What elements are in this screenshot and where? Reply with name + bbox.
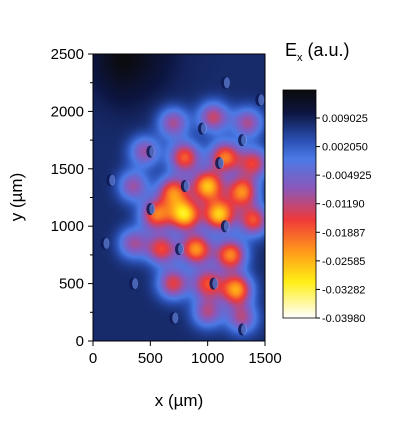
field-minimum-highlight — [178, 243, 184, 255]
heatmap-plot-area — [93, 54, 265, 341]
field-minimum-highlight — [212, 278, 219, 290]
x-axis-label: x (µm) — [155, 391, 204, 410]
field-minimum-highlight — [200, 123, 207, 135]
field-minimum-highlight — [241, 134, 248, 146]
x-axis: 0 500 1000 1500 — [89, 341, 282, 367]
colorbar-tick-label: -0.01887 — [322, 227, 365, 239]
field-minimum-highlight — [149, 203, 156, 215]
field-minimum-highlight — [241, 324, 248, 336]
colorbar-tick-label: 0.009025 — [322, 113, 368, 125]
colorbar-tick-label: -0.004925 — [322, 170, 372, 182]
y-tick-label: 1500 — [51, 161, 84, 178]
colorbar-title: Ex (a.u.) — [285, 40, 350, 64]
colorbar-tick-label: -0.01190 — [322, 199, 365, 211]
field-minimum-highlight — [218, 157, 225, 169]
colorbar-tick-label: -0.03282 — [322, 284, 365, 296]
colorbar-tick-label: -0.02585 — [322, 256, 365, 268]
y-tick-label: 2500 — [51, 46, 84, 63]
y-tick-label: 1000 — [51, 218, 84, 235]
y-axis: 0 500 1000 1500 2000 2500 — [51, 46, 93, 350]
field-minimum-highlight — [149, 146, 156, 158]
field-minimum-highlight — [172, 312, 179, 324]
field-minimum-highlight — [132, 278, 139, 290]
colorbar-ticks: 0.009025 0.002050 -0.004925 -0.01190 -0.0188… — [316, 113, 372, 325]
y-tick-label: 500 — [59, 276, 84, 293]
x-tick-label: 1000 — [191, 350, 224, 367]
x-tick-label: 1500 — [248, 350, 281, 367]
colorbar-tick-label: -0.03980 — [322, 313, 365, 325]
colorbar — [282, 89, 317, 319]
field-minimum-highlight — [103, 237, 110, 249]
field-minimum-highlight — [258, 94, 265, 106]
field-minima-group — [100, 76, 265, 336]
y-tick-label: 2000 — [51, 103, 84, 120]
x-tick-label: 500 — [138, 350, 163, 367]
y-tick-label: 0 — [76, 333, 84, 350]
heatmap-image — [93, 54, 265, 341]
y-axis-label: y (µm) — [7, 173, 26, 222]
x-tick-label: 0 — [89, 350, 97, 367]
field-minimum-highlight — [109, 174, 116, 186]
field-minimum-highlight — [223, 220, 230, 232]
field-minimum-highlight — [223, 77, 230, 89]
colorbar-tick-label: 0.002050 — [322, 142, 368, 154]
field-minimum-highlight — [183, 180, 190, 192]
